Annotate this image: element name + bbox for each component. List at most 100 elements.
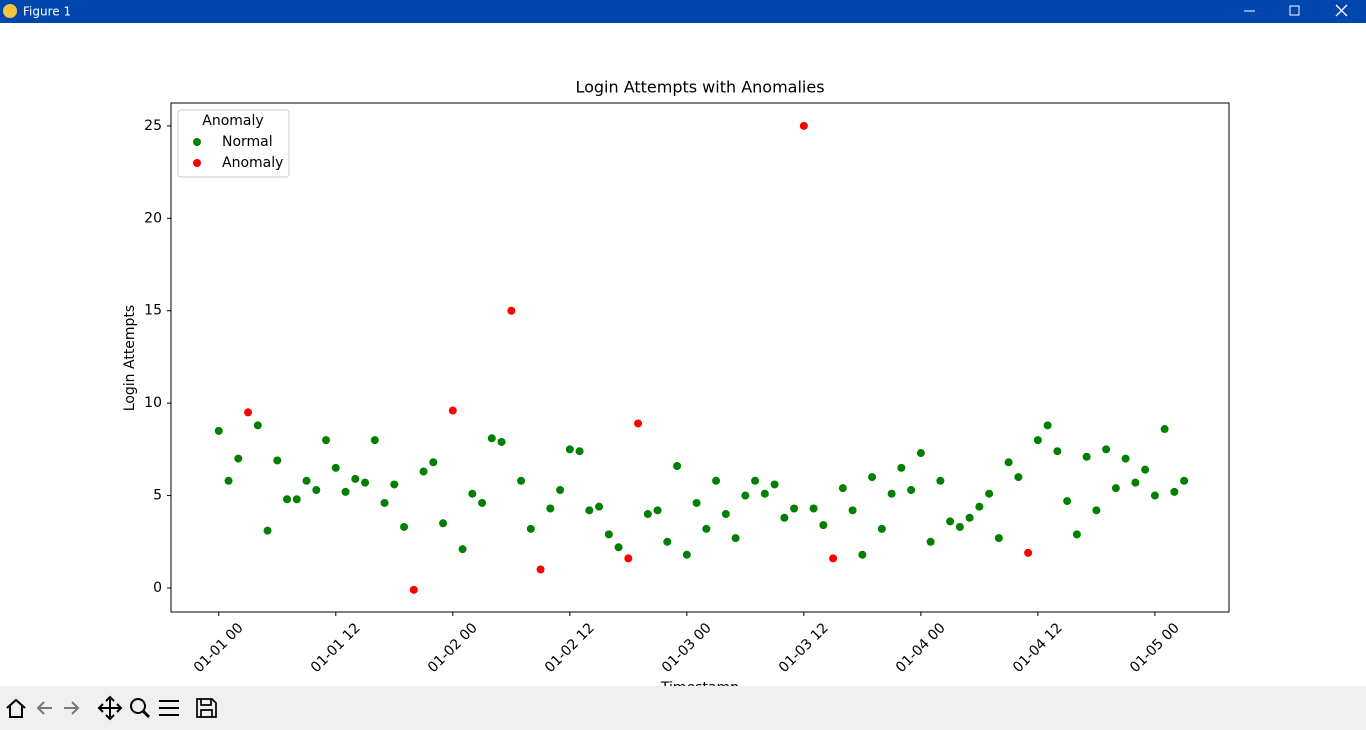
data-point [575,447,584,456]
data-point [868,473,877,482]
window-title: Figure 1 [23,5,71,19]
data-point [312,486,321,495]
data-point [604,530,613,539]
data-point [263,526,272,535]
legend: Anomaly Normal Anomaly [177,109,290,178]
data-point [838,484,847,493]
forward-button[interactable] [64,701,80,715]
y-tick-label: 5 [153,488,162,504]
y-tick-label: 15 [144,303,162,319]
y-axis-label: Login Attempts [122,305,138,411]
data-point [507,306,516,315]
y-tick-label: 10 [144,395,162,411]
data-point [283,495,292,504]
data-point [370,436,379,445]
x-tick-label: 01-02 00 [425,620,481,676]
data-point [1053,447,1062,456]
toolbar-icons [6,695,217,721]
data-point [926,537,935,546]
data-point [634,419,643,428]
data-point [497,437,506,446]
data-point [712,476,721,485]
data-point [790,504,799,513]
legend-label: Anomaly [222,155,283,171]
data-point [517,476,526,485]
data-point [526,524,535,533]
x-tick-label: 01-04 00 [893,620,949,676]
legend-marker [193,138,201,146]
data-point [916,449,925,458]
data-point [1121,454,1130,463]
pan-button[interactable] [97,695,123,721]
data-point [565,445,574,454]
data-point [965,513,974,522]
data-point [975,502,984,511]
data-point [994,534,1003,543]
x-tick-label: 01-01 00 [191,620,247,676]
data-point [546,504,555,513]
data-point [897,463,906,472]
data-point [1063,497,1072,506]
data-point [1082,452,1091,461]
data-point [331,463,340,472]
x-tick-label: 01-01 12 [308,620,364,676]
data-point [478,498,487,507]
data-point [595,502,604,511]
data-point [1072,530,1081,539]
app-icon [3,4,17,18]
data-point [487,434,496,443]
y-tick-label: 0 [153,580,162,596]
data-point [663,537,672,546]
data-point [273,456,282,465]
data-point [731,534,740,543]
title-bar [0,0,1366,23]
data-point [439,519,448,528]
data-point [682,550,691,559]
y-tick-label: 25 [144,118,162,134]
restore-button[interactable] [1289,5,1300,16]
home-button[interactable] [6,698,26,718]
data-point [224,476,233,485]
data-point [390,480,399,489]
data-point [643,510,652,519]
x-tick-label: 01-02 12 [542,620,598,676]
save-button[interactable] [196,698,217,718]
plot-frame [170,102,1230,613]
data-point [1043,421,1052,430]
data-point [380,498,389,507]
y-tick-label: 20 [144,210,162,226]
data-point [770,480,779,489]
data-point [692,498,701,507]
chart-title: Login Attempts with Anomalies [575,78,824,97]
legend-marker [193,159,201,167]
data-point [751,476,760,485]
legend-label: Normal [222,134,273,150]
data-point [400,522,409,531]
data-point [1141,465,1150,474]
data-point [673,461,682,470]
data-point [419,467,428,476]
configure-button[interactable] [159,700,179,716]
data-point [429,458,438,467]
data-point [702,524,711,533]
zoom-button[interactable] [130,698,146,714]
close-button[interactable] [1335,4,1348,17]
back-button[interactable] [36,701,52,715]
data-point [1131,478,1140,487]
x-tick-label: 01-03 12 [776,620,832,676]
data-point [351,474,360,483]
data-point [1160,425,1169,434]
data-point [1024,548,1033,557]
data-point [819,521,828,530]
data-point [858,550,867,559]
data-point [946,517,955,526]
legend-title: Anomaly [202,113,263,129]
data-point [448,406,457,415]
data-point [799,121,808,130]
data-point [829,554,838,563]
data-point [1014,473,1023,482]
data-point [877,524,886,533]
data-point [741,491,750,500]
toolbar [0,686,1366,730]
